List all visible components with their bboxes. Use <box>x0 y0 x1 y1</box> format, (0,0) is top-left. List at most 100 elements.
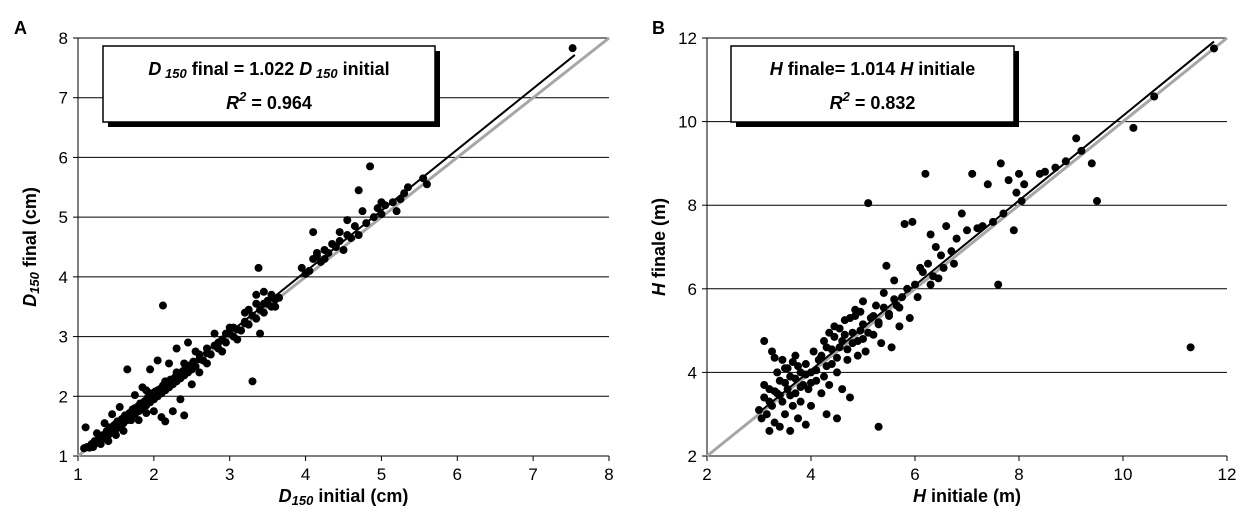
data-point <box>165 359 174 368</box>
data-point <box>335 228 344 237</box>
data-point <box>252 299 261 308</box>
data-point <box>879 303 888 312</box>
data-point <box>861 347 870 356</box>
data-point <box>983 180 992 189</box>
data-point <box>809 347 818 356</box>
data-point <box>937 251 945 260</box>
data-point <box>820 337 828 346</box>
data-point <box>833 414 841 423</box>
regression-equation: H finale= 1.014 H initiale <box>770 59 976 79</box>
axis-text: initiale (m) <box>926 486 1021 506</box>
data-point <box>146 389 155 398</box>
data-point <box>874 422 883 431</box>
data-point <box>890 276 899 285</box>
data-point <box>195 368 204 377</box>
data-point <box>773 368 782 377</box>
data-point <box>840 330 849 339</box>
data-point <box>115 423 124 432</box>
data-point <box>252 290 261 299</box>
data-point <box>377 210 386 219</box>
data-point <box>978 222 987 231</box>
data-point <box>838 337 847 346</box>
data-point <box>358 207 367 216</box>
r-squared-symbol: R <box>830 93 843 113</box>
data-point <box>400 189 409 198</box>
data-point <box>149 407 158 416</box>
data-point <box>354 231 363 240</box>
data-point <box>297 263 306 272</box>
data-point <box>952 234 961 243</box>
data-point <box>801 370 810 379</box>
y-tick-label: 1 <box>59 447 68 466</box>
data-point <box>180 359 189 368</box>
data-point <box>768 347 776 356</box>
data-point <box>895 303 904 312</box>
y-tick-label: 3 <box>59 328 68 347</box>
data-point <box>835 343 844 352</box>
data-point <box>180 411 189 420</box>
identity-line <box>706 36 1228 458</box>
data-point <box>339 245 348 254</box>
data-point <box>926 230 935 239</box>
data-point <box>853 351 862 360</box>
data-point <box>760 337 769 346</box>
data-point <box>214 338 223 347</box>
x-tick-label: 8 <box>1014 465 1023 484</box>
data-point <box>895 322 904 331</box>
data-point <box>791 374 800 383</box>
data-point <box>350 222 359 231</box>
data-point <box>1186 343 1195 352</box>
data-point <box>343 216 352 225</box>
data-point <box>957 209 966 218</box>
data-point <box>127 416 136 425</box>
data-point <box>843 355 852 364</box>
data-point <box>807 401 815 410</box>
data-point <box>825 380 834 389</box>
x-tick-label: 1 <box>73 465 82 484</box>
data-point <box>187 380 196 389</box>
data-point <box>947 247 956 256</box>
data-point <box>1012 188 1021 197</box>
data-point <box>775 391 784 400</box>
r-squared-value: = 0.964 <box>246 93 312 113</box>
data-point <box>859 297 867 306</box>
data-point <box>1210 44 1218 53</box>
data-point <box>1150 92 1159 101</box>
r-squared: R2 = 0.964 <box>226 89 312 113</box>
data-point <box>939 263 948 272</box>
data-point <box>354 186 363 195</box>
data-point <box>237 326 246 335</box>
x-axis-title: D150 initial (cm) <box>279 486 409 508</box>
axis-subscript: 150 <box>292 493 314 508</box>
axis-subscript: 150 <box>27 271 42 293</box>
data-point <box>568 44 577 53</box>
data-point <box>104 437 113 446</box>
y-tick-label: 6 <box>688 280 697 299</box>
r-squared-exponent: 2 <box>238 89 247 104</box>
data-point <box>373 204 382 213</box>
equation-part: 150 <box>312 66 338 81</box>
data-point <box>822 362 831 371</box>
data-point <box>989 217 997 226</box>
y-tick-label: 4 <box>59 268 68 287</box>
data-point <box>271 302 280 311</box>
x-tick-label: 3 <box>225 465 234 484</box>
data-point <box>254 263 263 272</box>
data-point <box>817 389 826 398</box>
data-point <box>172 344 181 353</box>
data-point <box>172 368 181 377</box>
data-point <box>202 344 211 353</box>
data-point <box>833 368 841 377</box>
x-tick-label: 10 <box>1114 465 1133 484</box>
data-point <box>788 401 797 410</box>
y-tick-label: 5 <box>59 208 68 227</box>
data-point <box>256 329 265 338</box>
data-point <box>783 364 792 373</box>
data-point <box>926 280 935 289</box>
axis-var: D <box>279 486 292 506</box>
data-point <box>229 323 238 332</box>
data-point <box>755 406 763 415</box>
data-point <box>890 295 899 304</box>
data-point <box>913 293 922 302</box>
